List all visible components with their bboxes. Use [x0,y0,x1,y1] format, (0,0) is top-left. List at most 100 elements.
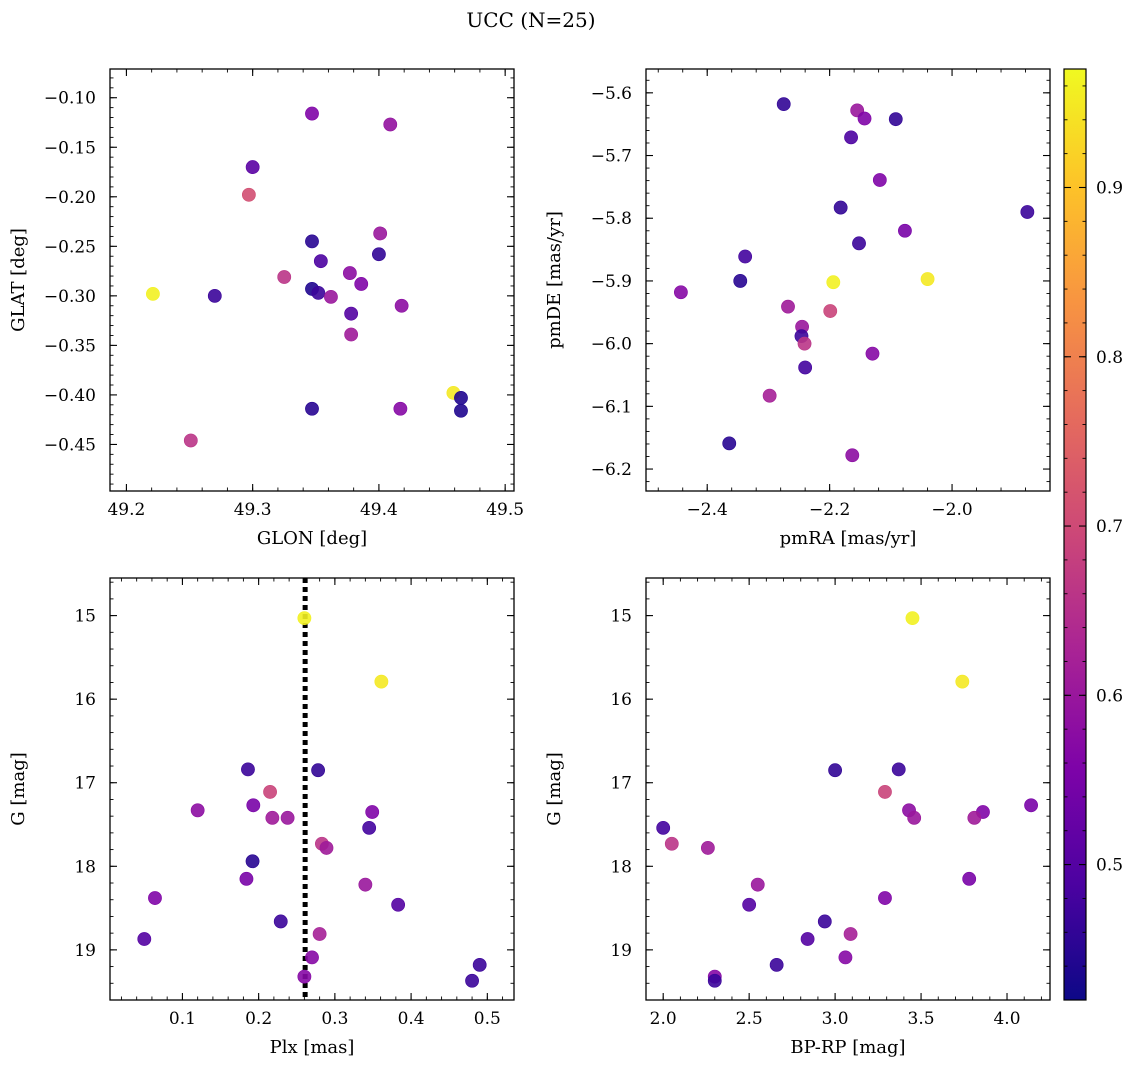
colorbar-tick-label: 0.6 [1096,686,1123,706]
x-tick-label: 0.1 [169,1009,196,1029]
data-point [852,236,866,251]
points [146,106,468,448]
y-tick-label: −0.30 [44,287,96,307]
data-point [393,401,408,416]
y-tick-label: 16 [74,690,96,710]
data-point [324,289,338,304]
y-tick-label: 18 [74,857,96,877]
data-point [305,106,319,121]
data-point [823,304,838,318]
data-point [664,836,679,851]
data-point [277,270,292,284]
data-point [344,306,359,321]
data-point [800,932,815,946]
data-point [776,97,791,112]
panel-2: −2.4 −2.2 −2.0 −6.2 −6.1 −6.0 −5.9 −5.8 −5.7 −5.6… [544,68,1051,549]
x-tick-label: 49.3 [234,500,272,520]
y-tick-label: −0.35 [44,336,96,356]
data-point [241,762,255,777]
points [137,611,487,988]
x-tick-label: 3.0 [822,1009,849,1029]
data-point [750,877,765,892]
colorbar-gradient [1064,69,1086,1000]
y-tick-label: −6.2 [591,460,632,480]
data-point [878,785,892,799]
y-tick-label: −5.6 [591,84,632,104]
axes-frame [109,577,515,1001]
data-point [280,810,295,825]
panels: 49.2 49.3 49.4 49.5 −0.45 −0.40 −0.35 −0.30 −0.2… [8,68,1051,1058]
x-tick-label: 0.2 [245,1009,272,1029]
data-point [313,254,328,269]
y-tick-label: 15 [610,607,632,627]
x-tick-label: −2.2 [809,500,850,520]
y-tick-label: −0.20 [44,188,96,208]
data-point [319,841,334,855]
ticks: −2.4 −2.2 −2.0 −6.2 −6.1 −6.0 −5.9 −5.8 −5.7 −5.6 [591,69,1051,520]
data-point [190,803,205,818]
axes-frame [109,68,515,492]
data-point [383,117,398,132]
data-point [656,820,671,835]
data-point [472,958,487,972]
data-point [263,785,277,799]
data-point [962,871,977,886]
y-tick-label: −6.1 [591,397,632,417]
x-tick-label: 0.3 [321,1009,348,1029]
x-tick-label: 3.5 [908,1009,935,1029]
data-point [769,958,784,972]
ticks: 0.1 0.2 0.3 0.4 0.5 15 16 17 18 19 [74,578,514,1029]
colorbar-tick-label: 0.5 [1096,856,1123,876]
y-axis-label: G [mag] [544,752,565,825]
y-tick-label: 17 [610,774,632,794]
x-tick-label: −2.0 [931,500,972,520]
x-tick-label: −2.4 [687,500,728,520]
data-point [722,436,737,451]
y-tick-label: −0.15 [44,138,96,158]
data-point [297,611,312,626]
data-point [183,433,198,448]
data-point [845,448,860,463]
data-point [878,891,892,905]
y-tick-label: −5.7 [591,147,632,167]
data-point [838,950,853,965]
data-point [137,932,152,946]
x-axis-label: Plx [mas] [270,1037,355,1058]
data-point [738,249,753,264]
y-tick-label: 17 [74,774,96,794]
y-tick-label: −5.9 [591,272,632,292]
y-tick-label: −6.0 [591,335,632,355]
axes-frame [645,68,1051,492]
x-axis-label: BP-RP [mag] [790,1037,905,1058]
y-tick-label: 19 [610,941,632,961]
data-point [465,973,479,988]
data-point [358,877,373,892]
x-axis-label: GLON [deg] [257,528,367,549]
data-point [762,388,777,403]
x-axis-label: pmRA [mas/yr] [780,528,917,549]
ticks: 49.2 49.3 49.4 49.5 −0.45 −0.40 −0.35 −0.30 −0.2… [44,69,524,520]
x-tick-label: 2.0 [650,1009,677,1029]
data-point [148,891,162,905]
data-point [273,914,288,929]
data-point [857,111,872,126]
y-tick-label: −0.25 [44,237,96,257]
x-tick-label: 49.4 [360,500,398,520]
ticks: 2.0 2.5 3.0 3.5 4.0 15 16 17 18 19 [610,578,1050,1029]
y-axis-label: GLAT [deg] [8,228,29,332]
data-point [1024,798,1038,813]
data-point [394,298,409,313]
y-tick-label: 18 [610,857,632,877]
data-point [342,266,357,280]
x-tick-label: 49.5 [486,500,524,520]
data-point [354,277,369,291]
data-point [700,841,715,855]
data-point [817,914,832,929]
data-point [844,130,858,145]
y-tick-label: −0.45 [44,435,96,455]
data-point [305,234,319,249]
data-point [239,871,254,886]
data-point [305,950,319,965]
points [656,611,1038,988]
